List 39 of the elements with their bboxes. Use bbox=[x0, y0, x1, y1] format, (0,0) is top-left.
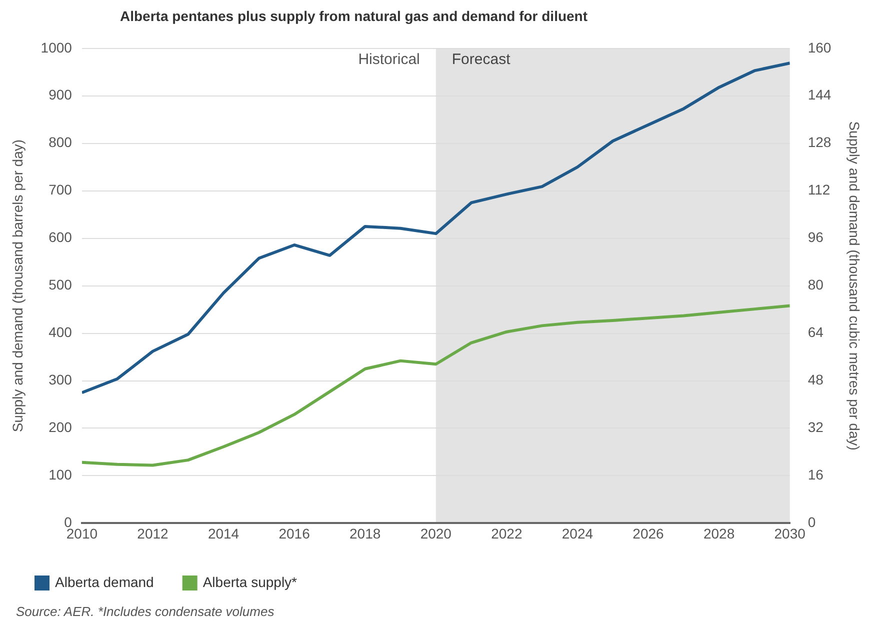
y-tick-label: 200 bbox=[48, 419, 72, 436]
y2-tick-label: 48 bbox=[808, 372, 824, 388]
y2-tick-label: 32 bbox=[808, 419, 824, 436]
y-tick-label: 600 bbox=[48, 229, 72, 246]
source-note: Source: AER. *Includes condensate volumes bbox=[16, 604, 274, 619]
x-tick-label: 2028 bbox=[703, 525, 735, 542]
annotation: Historical bbox=[358, 51, 420, 68]
x-tick-label: 2030 bbox=[774, 525, 806, 542]
y-tick-label: 700 bbox=[48, 182, 72, 198]
y2-tick-label: 96 bbox=[808, 229, 824, 246]
y-tick-label: 500 bbox=[48, 276, 72, 293]
chart-title: Alberta pentanes plus supply from natural gas and demand for diluent bbox=[120, 8, 588, 24]
x-tick-label: 2012 bbox=[137, 525, 169, 542]
y2-tick-label: 128 bbox=[808, 134, 832, 150]
x-tick-label: 2026 bbox=[632, 525, 664, 542]
x-tick-label: 2018 bbox=[350, 525, 381, 542]
x-tick-label: 2022 bbox=[491, 525, 522, 542]
y2-axis-title: Supply and demand (thousand cubic metres per day) bbox=[846, 121, 863, 450]
y-tick-label: 900 bbox=[48, 86, 72, 103]
x-tick-label: 2024 bbox=[562, 525, 594, 542]
y-tick-label: 800 bbox=[48, 134, 72, 150]
y2-tick-label: 80 bbox=[808, 276, 824, 293]
y2-tick-label: 0 bbox=[808, 514, 816, 530]
legend-label: Alberta supply* bbox=[202, 574, 298, 590]
y-tick-label: 400 bbox=[48, 324, 72, 340]
x-tick-label: 2020 bbox=[420, 525, 452, 542]
x-tick-label: 2016 bbox=[278, 525, 310, 542]
y-tick-label: 1000 bbox=[40, 39, 72, 56]
y2-tick-label: 160 bbox=[808, 39, 832, 56]
y-tick-label: 100 bbox=[48, 466, 72, 483]
x-tick-label: 2014 bbox=[208, 525, 240, 542]
y-tick-label: 300 bbox=[48, 372, 72, 388]
y2-tick-label: 112 bbox=[808, 182, 830, 198]
y2-tick-label: 64 bbox=[808, 324, 824, 340]
band-label: Forecast bbox=[452, 51, 512, 68]
y2-tick-label: 16 bbox=[808, 466, 824, 483]
y2-tick-label: 144 bbox=[808, 86, 832, 103]
legend-label: Alberta demand bbox=[55, 574, 154, 590]
y-axis-title: Supply and demand (thousand barrels per day) bbox=[9, 139, 26, 432]
